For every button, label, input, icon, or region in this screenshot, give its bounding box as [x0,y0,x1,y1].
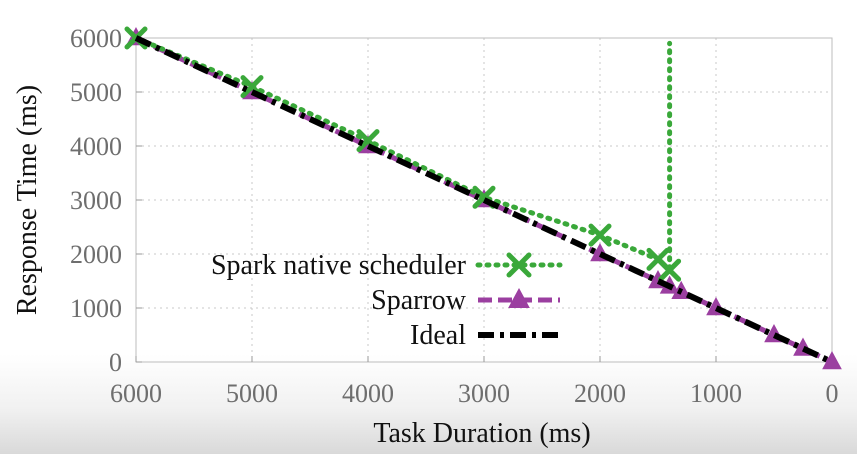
x-tick-label: 2000 [574,379,626,408]
x-tick-label: 4000 [342,379,394,408]
x-tick-label: 0 [826,379,839,408]
legend-label: Spark native scheduler [211,250,467,281]
legend-label: Sparrow [371,285,467,316]
data-point-x-marker [588,223,612,247]
y-tick-label: 2000 [70,240,122,269]
y-tick-label: 0 [109,348,122,377]
series-layer [124,26,842,370]
y-axis-label: Response Time (ms) [12,85,43,315]
y-tick-label: 6000 [70,24,122,53]
data-point-triangle-marker [508,287,530,308]
x-tick-label: 6000 [110,379,162,408]
x-tick-label: 5000 [226,379,278,408]
x-axis-label: Task Duration (ms) [373,418,590,449]
x-tick-label: 1000 [690,379,742,408]
y-tick-label: 4000 [70,132,122,161]
x-tick-label: 3000 [458,379,510,408]
y-tick-label: 5000 [70,78,122,107]
y-tick-label: 3000 [70,186,122,215]
data-point-x-marker [658,258,682,282]
y-tick-label: 1000 [70,294,122,323]
series-0 [124,26,682,282]
legend: Spark native scheduler Sparrow Ideal [211,250,563,351]
axes: 6000 5000 4000 3000 2000 1000 0 0 1000 2000 3000 40… [70,24,839,408]
data-point-triangle-marker [822,351,842,370]
legend-label: Ideal [410,320,466,351]
data-point-x-marker [506,252,532,278]
